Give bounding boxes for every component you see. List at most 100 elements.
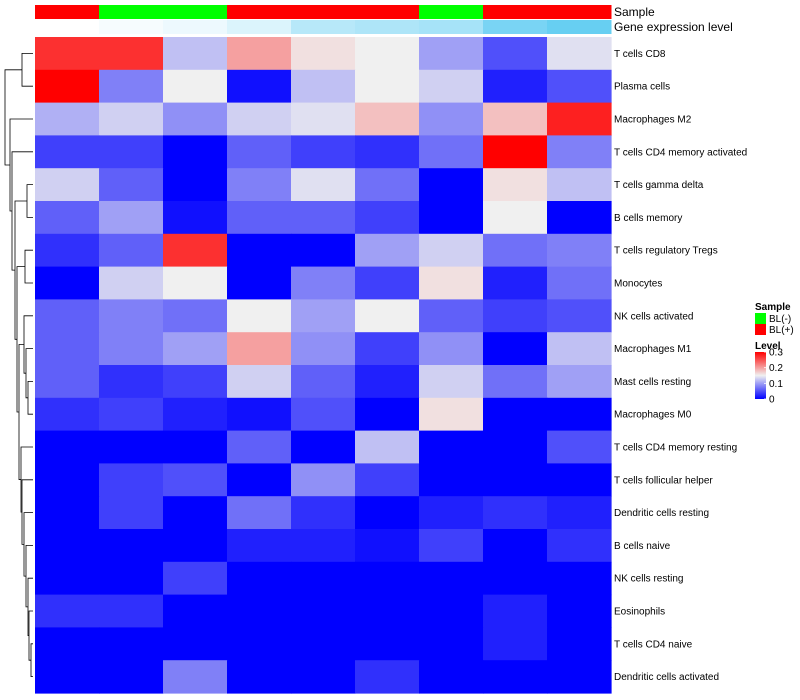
heatmap-cell bbox=[291, 529, 356, 563]
heatmap-cell bbox=[355, 561, 420, 596]
heatmap-cell bbox=[483, 299, 548, 333]
heatmap-cell bbox=[547, 594, 612, 628]
heatmap-cell bbox=[163, 201, 228, 235]
heatmap-cell bbox=[547, 397, 612, 432]
row-label: B cells memory bbox=[614, 213, 682, 224]
heatmap-cell bbox=[227, 496, 292, 530]
heatmap-cell bbox=[99, 397, 164, 432]
legend-tick-label: 0.2 bbox=[769, 363, 783, 374]
heatmap-cell bbox=[291, 332, 356, 366]
heatmap-cell bbox=[35, 627, 100, 661]
heatmap-cell bbox=[355, 463, 420, 497]
dendrogram-branch bbox=[21, 53, 33, 87]
row-label: T cells regulatory Tregs bbox=[614, 246, 718, 257]
heatmap-cell bbox=[291, 233, 356, 268]
heatmap-cell bbox=[483, 69, 548, 104]
dendrogram-branch bbox=[23, 512, 33, 577]
heatmap-cell bbox=[483, 37, 548, 71]
heatmap-cell bbox=[35, 37, 100, 71]
heatmap-cell bbox=[35, 168, 100, 202]
sample-annotation-cell bbox=[227, 5, 292, 19]
heatmap-cell bbox=[227, 135, 292, 169]
heatmap-cell bbox=[355, 496, 420, 530]
heatmap-cell bbox=[483, 594, 548, 628]
heatmap-cell bbox=[483, 529, 548, 563]
heatmap-cell bbox=[227, 463, 292, 497]
heatmap-cell bbox=[163, 332, 228, 366]
row-label: T cells CD8 bbox=[614, 49, 666, 60]
dendrogram-branch bbox=[24, 249, 33, 284]
heatmap-cell bbox=[227, 529, 292, 563]
dendrogram-branch bbox=[25, 348, 33, 399]
heatmap-cell bbox=[35, 299, 100, 333]
heatmap-cell bbox=[291, 299, 356, 333]
heatmap-cell bbox=[99, 627, 164, 661]
heatmap-cell bbox=[355, 135, 420, 169]
heatmap-cell bbox=[419, 660, 484, 694]
heatmap-cell bbox=[483, 430, 548, 464]
heatmap-cell bbox=[483, 102, 548, 136]
heatmap-cell bbox=[419, 430, 484, 464]
heatmap-cell bbox=[99, 365, 164, 399]
heatmap-cell bbox=[35, 660, 100, 694]
row-label: T cells CD4 memory resting bbox=[614, 443, 737, 454]
legend-label: BL(+) bbox=[769, 325, 794, 336]
heatmap-cell bbox=[163, 627, 228, 661]
heatmap-cell bbox=[99, 463, 164, 497]
row-label: T cells CD4 memory activated bbox=[614, 147, 747, 158]
heatmap-cell bbox=[355, 266, 420, 300]
heatmap-cell bbox=[291, 496, 356, 530]
heatmap-cell bbox=[99, 266, 164, 300]
heatmap-cell bbox=[99, 594, 164, 628]
heatmap-cell bbox=[483, 135, 548, 169]
annotation-title-expression: Gene expression level bbox=[614, 20, 733, 34]
heatmap-cell bbox=[355, 627, 420, 661]
heatmap-cell bbox=[547, 37, 612, 71]
row-label: Dendritic cells activated bbox=[614, 672, 719, 683]
heatmap-cell bbox=[291, 660, 356, 694]
heatmap-cell bbox=[35, 397, 100, 432]
heatmap-cell bbox=[99, 168, 164, 202]
heatmap-cell bbox=[35, 233, 100, 268]
heatmap-cell bbox=[483, 332, 548, 366]
heatmap-cell bbox=[419, 135, 484, 169]
row-label: Mast cells resting bbox=[614, 377, 691, 388]
heatmap-cell bbox=[547, 102, 612, 136]
heatmap-cell bbox=[35, 561, 100, 596]
heatmap-cell bbox=[99, 660, 164, 694]
heatmap-cell bbox=[419, 69, 484, 104]
heatmap-cell bbox=[163, 266, 228, 300]
expression-annotation-cell bbox=[291, 20, 356, 34]
dendrogram-branch bbox=[9, 118, 33, 212]
dendrogram-branch bbox=[30, 643, 33, 677]
heatmap-cell bbox=[163, 365, 228, 399]
heatmap-cell bbox=[483, 266, 548, 300]
row-label: B cells naive bbox=[614, 541, 671, 552]
heatmap-cell bbox=[355, 233, 420, 268]
sample-annotation-cell bbox=[163, 5, 228, 19]
legend-swatch bbox=[755, 324, 766, 335]
sample-annotation-cell bbox=[355, 5, 420, 19]
heatmap-cell bbox=[547, 332, 612, 366]
heatmap-cell bbox=[547, 168, 612, 202]
heatmap-cell bbox=[355, 102, 420, 136]
heatmap-cell bbox=[227, 332, 292, 366]
heatmap-cell bbox=[291, 168, 356, 202]
heatmap-cell bbox=[163, 233, 228, 268]
row-label: Macrophages M0 bbox=[614, 410, 692, 421]
heatmap-cell bbox=[227, 233, 292, 268]
heatmap-cell bbox=[547, 463, 612, 497]
heatmap-cell bbox=[547, 529, 612, 563]
heatmap-cell bbox=[35, 496, 100, 530]
heatmap-cell bbox=[355, 365, 420, 399]
row-label: T cells gamma delta bbox=[614, 180, 704, 191]
heatmap-cell bbox=[547, 299, 612, 333]
heatmap-cell bbox=[483, 201, 548, 235]
heatmap-cell bbox=[419, 233, 484, 268]
row-label: T cells follicular helper bbox=[614, 475, 713, 486]
heatmap-cell bbox=[291, 37, 356, 71]
heatmap-cell bbox=[483, 463, 548, 497]
sample-annotation-cell bbox=[35, 5, 100, 19]
heatmap-cell bbox=[163, 397, 228, 432]
